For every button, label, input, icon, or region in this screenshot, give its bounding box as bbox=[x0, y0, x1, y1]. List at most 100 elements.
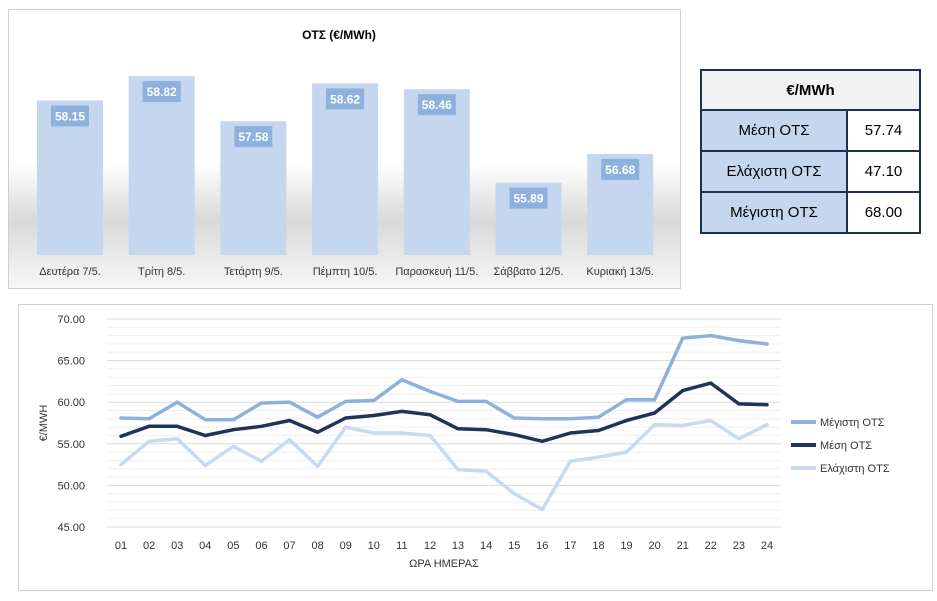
y-tick-label: 55.00 bbox=[57, 439, 85, 451]
data-point bbox=[147, 417, 151, 421]
daily-price-bar-chart: ΟΤΣ (€/MWh) 58.15 Δευτέρα 7/5. 58.82 Τρίτη 8… bbox=[37, 21, 654, 278]
y-tick-label: 50.00 bbox=[57, 480, 85, 492]
data-point bbox=[428, 433, 432, 438]
data-point bbox=[400, 431, 404, 435]
bar-data-label: 56.68 bbox=[605, 163, 635, 177]
data-point bbox=[287, 400, 292, 404]
data-point bbox=[400, 378, 404, 382]
price-stats-table: €/MWh Μέση ΟΤΣ 57.74 Ελάχιστη ΟΤΣ 47.10 … bbox=[700, 69, 921, 234]
x-tick-label: 21 bbox=[677, 540, 689, 552]
y-tick-label: 60.00 bbox=[57, 397, 85, 409]
bar bbox=[128, 76, 195, 255]
x-tick-label: 19 bbox=[620, 540, 632, 552]
y-tick-label: 45.00 bbox=[57, 522, 85, 534]
x-tick-label: 23 bbox=[733, 540, 745, 552]
bar bbox=[312, 83, 379, 255]
data-point bbox=[175, 424, 179, 428]
series-line bbox=[119, 333, 769, 422]
x-tick-label: 03 bbox=[171, 540, 183, 552]
data-point bbox=[512, 416, 516, 420]
data-point bbox=[709, 381, 713, 385]
x-tick-label: 24 bbox=[761, 540, 773, 552]
x-tick-label: 02 bbox=[143, 540, 155, 552]
data-point bbox=[344, 416, 348, 420]
table-row: Μέση ΟΤΣ 57.74 bbox=[700, 109, 921, 152]
bar-label-box bbox=[234, 126, 273, 148]
stats-label-max: Μέγιστη ΟΤΣ bbox=[700, 191, 848, 234]
data-point bbox=[540, 439, 544, 443]
data-point bbox=[119, 463, 123, 467]
data-point bbox=[119, 416, 123, 420]
x-tick-label: 05 bbox=[227, 540, 239, 552]
x-tick-label: 13 bbox=[452, 540, 464, 552]
legend-label: Μέση ΟΤΣ bbox=[820, 440, 872, 452]
bar-data-label: 58.62 bbox=[330, 92, 360, 106]
data-point bbox=[624, 398, 629, 402]
legend-label: Μέγιστη ΟΤΣ bbox=[820, 417, 885, 429]
data-point bbox=[147, 439, 151, 443]
data-point bbox=[540, 507, 544, 512]
daily-price-bar-chart-panel: ΟΤΣ (€/MWh) 58.15 Δευτέρα 7/5. 58.82 Τρίτη 8… bbox=[8, 9, 681, 289]
data-point bbox=[568, 459, 572, 463]
data-point bbox=[287, 418, 292, 423]
stats-value-mean: 57.74 bbox=[846, 109, 921, 152]
data-point bbox=[316, 464, 320, 468]
data-point bbox=[709, 418, 713, 423]
data-point bbox=[175, 400, 179, 404]
data-point bbox=[512, 492, 516, 496]
x-tick-label: Πέμπτη 10/5. bbox=[313, 266, 378, 278]
data-point bbox=[568, 431, 572, 435]
hourly-price-line-chart: 45.00 50.00 55.00 60.00 65.00 70.00 01 02 03 04 05… bbox=[38, 314, 890, 570]
x-tick-label: 20 bbox=[649, 540, 661, 552]
x-tick-label: Σάββατο 12/5. bbox=[493, 266, 563, 278]
table-row: Μέγιστη ΟΤΣ 68.00 bbox=[700, 191, 921, 234]
data-point bbox=[259, 424, 264, 428]
data-point bbox=[259, 401, 264, 405]
x-axis-title: ΩΡΑ ΗΜΕΡΑΣ bbox=[409, 558, 479, 570]
y-tick-label: 70.00 bbox=[57, 314, 85, 326]
x-tick-label: 01 bbox=[115, 540, 127, 552]
data-point bbox=[484, 399, 488, 403]
x-tick-label: Τετάρτη 9/5. bbox=[224, 266, 283, 278]
stats-table-header: €/MWh bbox=[700, 69, 921, 111]
data-point bbox=[484, 428, 488, 432]
x-tick-label: 12 bbox=[424, 540, 436, 552]
bar-label-box bbox=[601, 158, 640, 180]
data-point bbox=[316, 415, 320, 419]
data-point bbox=[596, 455, 601, 459]
x-tick-label: 15 bbox=[508, 540, 520, 552]
bar-data-label: 58.15 bbox=[55, 109, 85, 123]
x-tick-label: 08 bbox=[312, 540, 324, 552]
bar-label-box bbox=[509, 187, 548, 209]
data-point bbox=[456, 427, 460, 431]
bar-label-box bbox=[51, 105, 89, 127]
stats-value-max: 68.00 bbox=[846, 191, 921, 234]
data-point bbox=[428, 413, 432, 417]
data-point bbox=[596, 428, 601, 433]
data-point bbox=[568, 417, 572, 421]
data-point bbox=[540, 417, 544, 421]
data-point bbox=[456, 399, 460, 403]
data-point bbox=[203, 433, 207, 438]
data-point bbox=[344, 425, 348, 429]
x-tick-label: Κυριακή 13/5. bbox=[586, 266, 654, 278]
x-tick-label: Δευτέρα 7/5. bbox=[39, 266, 101, 278]
data-point bbox=[765, 342, 769, 346]
x-tick-label: 11 bbox=[396, 540, 407, 552]
data-point bbox=[737, 402, 741, 406]
series-line bbox=[119, 381, 769, 444]
data-point bbox=[372, 413, 376, 418]
data-point bbox=[175, 437, 179, 441]
data-point bbox=[203, 463, 207, 468]
bar-data-label: 58.46 bbox=[422, 98, 452, 112]
data-point bbox=[372, 398, 376, 403]
y-axis-title: €/MWH bbox=[38, 405, 50, 442]
data-point bbox=[653, 411, 657, 415]
stats-label-min: Ελάχιστη ΟΤΣ bbox=[700, 150, 848, 193]
x-tick-label: 07 bbox=[283, 540, 295, 552]
series-line bbox=[119, 418, 769, 512]
x-tick-label: 22 bbox=[705, 540, 717, 552]
data-point bbox=[681, 388, 685, 393]
bar-data-label: 57.58 bbox=[238, 130, 268, 144]
data-point bbox=[681, 336, 685, 340]
